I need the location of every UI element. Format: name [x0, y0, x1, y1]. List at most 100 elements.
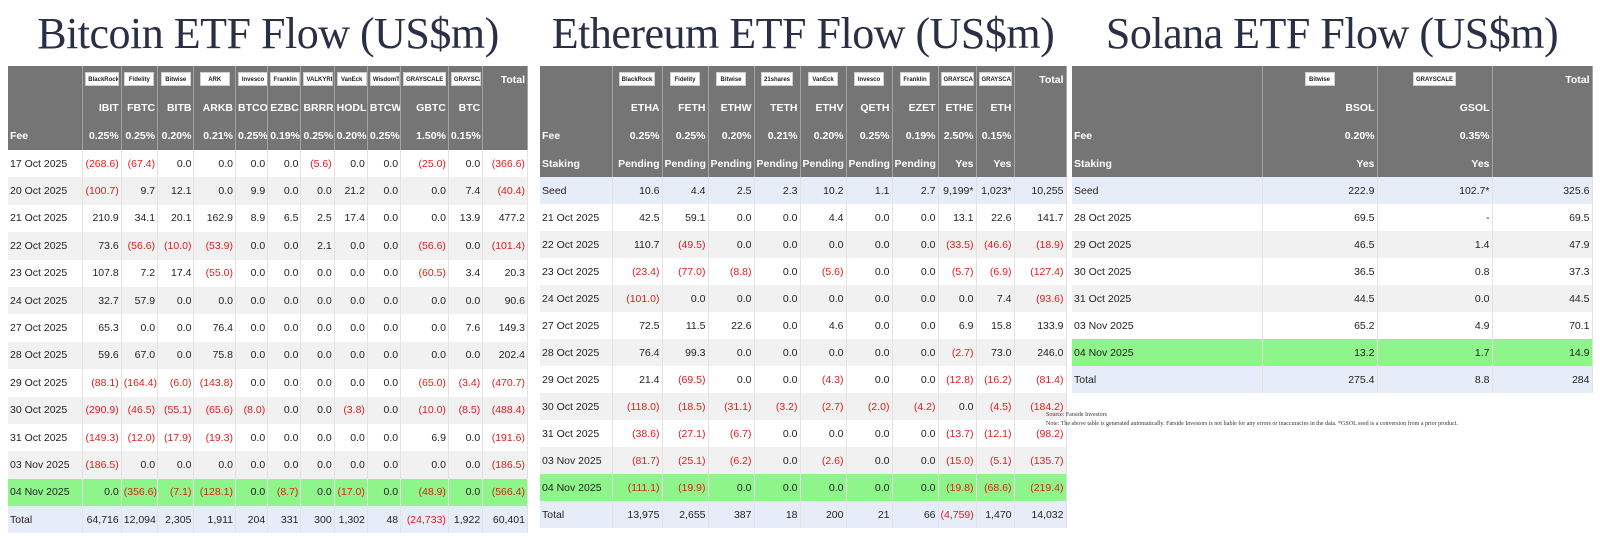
row-date: 03 Nov 2025 — [1072, 312, 1263, 339]
flow-cell: (366.6) — [482, 150, 528, 178]
flow-cell: (8.8) — [708, 258, 755, 285]
flow-cell: (6.7) — [708, 420, 755, 447]
flow-cell: 0.0 — [708, 285, 755, 312]
total-cell: 387 — [708, 501, 755, 528]
flow-cell: 21.2 — [334, 177, 368, 205]
flow-cell: 0.0 — [800, 420, 847, 447]
row-date: 30 Oct 2025 — [1072, 258, 1263, 285]
flow-cell: 0.0 — [754, 231, 801, 258]
total-cell: 12,094 — [121, 506, 159, 534]
row-date: 21 Oct 2025 — [8, 204, 84, 233]
flow-cell: (93.6) — [1014, 285, 1067, 312]
flow-cell: 0.0 — [121, 451, 159, 479]
flow-cell: 0.0 — [846, 231, 893, 258]
total-cell: 1,470 — [976, 501, 1015, 528]
flow-cell: 7.6 — [448, 314, 484, 342]
ethereum-flow-table: BlackRock Fidelity Bitwise 21shares VanEck In… — [540, 66, 1067, 528]
flow-cell: (470.7) — [482, 369, 528, 397]
flow-cell: 0.0 — [367, 259, 402, 287]
flow-cell: 0.0 — [800, 231, 847, 258]
flow-cell: 0.0 — [892, 420, 939, 447]
issuer-logo-cell: Invesco — [235, 66, 269, 94]
flow-cell: (19.3) — [193, 423, 236, 452]
ticker-cell: GBTC — [400, 94, 449, 122]
flow-cell: 0.0 — [846, 447, 893, 474]
total-cell: 66 — [892, 501, 939, 528]
ticker-cell: ARKB — [193, 94, 236, 122]
issuer-logo-row: Bitwise GRAYSCALE Total — [1072, 66, 1593, 94]
total-header: Total — [482, 66, 528, 94]
total-cell: 2,305 — [157, 506, 195, 534]
flow-cell: 0.0 — [300, 478, 335, 507]
flow-cell: - — [1377, 204, 1493, 231]
footnote-note: Note: The above table is generated autom… — [1046, 421, 1458, 427]
flow-cell: 0.0 — [448, 423, 484, 452]
bitcoin-flow-table: BlackRock Fidelity Bitwise ARK Invesco Frankl… — [8, 66, 528, 534]
ticker-cell: ETHA — [612, 94, 663, 122]
flow-cell: 0.0 — [662, 285, 709, 312]
row-date: 30 Oct 2025 — [540, 393, 613, 420]
flow-cell: 7.4 — [976, 285, 1015, 312]
staking-cell: Yes — [938, 150, 977, 177]
ticker-cell: FETH — [662, 94, 709, 122]
total-cell: 204 — [235, 506, 269, 534]
flow-cell: (98.2) — [1014, 420, 1067, 447]
flow-cell: 0.0 — [846, 474, 893, 501]
flow-row: 30 Oct 2025 (118.0) (18.5) (31.1) (3.2) (2.7)… — [540, 393, 1067, 420]
flow-cell: 69.5 — [1262, 204, 1378, 231]
staking-cell: Yes — [1377, 150, 1493, 177]
seed-row: Seed 222.9 102.7* 325.6 — [1072, 177, 1593, 204]
fee-cell: 0.15% — [448, 122, 484, 150]
flow-cell: (127.4) — [1014, 258, 1067, 285]
flow-cell: (25.1) — [662, 447, 709, 474]
staking-cell: Pending — [800, 150, 847, 177]
row-date: 22 Oct 2025 — [540, 231, 613, 258]
ethereum-etf-panel: Ethereum ETF Flow (US$m) BlackRock Fideli… — [540, 0, 1067, 528]
flow-cell: 0.0 — [267, 177, 302, 205]
flow-cell: 73.0 — [976, 339, 1015, 366]
bitcoin-etf-panel: Bitcoin ETF Flow (US$m) BlackRock Fidelit… — [8, 0, 528, 534]
flow-cell: 20.1 — [157, 204, 195, 233]
flow-cell: 0.0 — [300, 341, 335, 370]
flow-cell: 0.0 — [82, 478, 122, 507]
flow-cell: 99.3 — [662, 339, 709, 366]
flow-row: 04 Nov 2025 13.2 1.7 14.9 — [1072, 339, 1593, 366]
flow-cell: 162.9 — [193, 204, 236, 233]
row-date: 17 Oct 2025 — [8, 150, 84, 178]
total-cell: 275.4 — [1262, 366, 1378, 393]
issuer-logo-cell: GRAYSCALE — [1377, 66, 1493, 94]
row-label: Total — [1072, 366, 1263, 393]
fee-row: Fee 0.25% 0.25% 0.20% 0.21% 0.20% 0.25% 0.19% 2.… — [540, 122, 1067, 150]
total-spacer — [1492, 94, 1593, 122]
flow-row: 23 Oct 2025 107.8 7.2 17.4 (55.0) 0.0 0.0 0.0 0.… — [8, 259, 528, 287]
flow-cell: 0.0 — [846, 420, 893, 447]
flow-row: 04 Nov 2025 (111.1) (19.9) 0.0 0.0 0.0 0.0 0.0(… — [540, 474, 1067, 501]
flow-cell: (4.5) — [976, 393, 1015, 420]
flow-cell: 46.5 — [1262, 231, 1378, 258]
row-date: 28 Oct 2025 — [1072, 204, 1263, 231]
flow-cell: 0.0 — [235, 150, 269, 178]
flow-cell: 70.1 — [1492, 312, 1593, 339]
flow-cell: (33.5) — [938, 231, 977, 258]
issuer-logo-icon: GRAYSCALE — [450, 71, 481, 86]
flow-cell: 0.0 — [708, 339, 755, 366]
flow-cell: (40.4) — [482, 177, 528, 205]
flow-cell: 72.5 — [612, 312, 663, 339]
flow-row: 31 Oct 2025 (38.6) (27.1) (6.7) 0.0 0.0 0.0 0.0… — [540, 420, 1067, 447]
fee-cell: 0.25% — [612, 122, 663, 150]
flow-cell: (55.1) — [157, 396, 195, 424]
row-date: 29 Oct 2025 — [540, 366, 613, 393]
flow-cell: (4.2) — [892, 393, 939, 420]
ticker-cell: ETHE — [938, 94, 977, 122]
flow-cell: 6.5 — [267, 204, 302, 233]
flow-cell: 4.6 — [800, 312, 847, 339]
flow-cell: (128.1) — [193, 478, 236, 507]
flow-cell: 0.0 — [300, 286, 335, 315]
flow-cell: 17.4 — [334, 204, 368, 233]
fee-cell: 0.21% — [193, 122, 236, 150]
corner-cell — [1072, 66, 1263, 94]
ticker-cell: IBIT — [82, 94, 122, 122]
issuer-logo-cell: BlackRock — [612, 66, 663, 94]
flow-cell: 1,023* — [976, 177, 1015, 204]
total-cell: 64,716 — [82, 506, 122, 534]
